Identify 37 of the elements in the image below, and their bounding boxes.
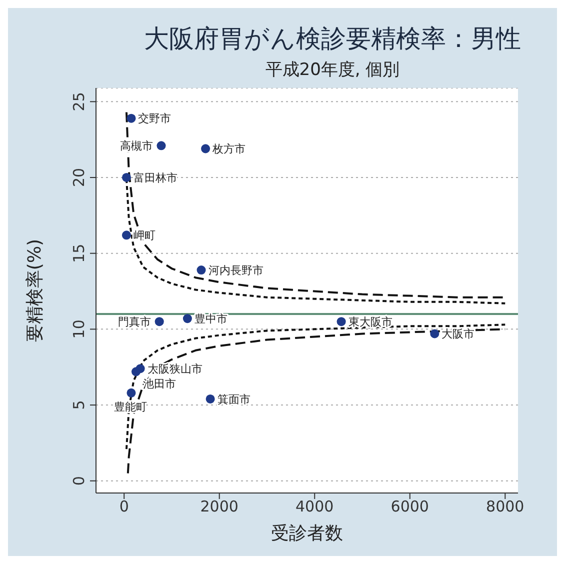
point (122, 230, 131, 240)
point (206, 394, 215, 404)
x-tick-label: 4000 (296, 498, 334, 516)
point (430, 329, 440, 338)
data-label: 東大阪市 (348, 315, 392, 328)
y-tick-label: 20 (70, 168, 88, 188)
point (182, 314, 192, 324)
point (126, 388, 136, 398)
data-label: 交野市 (138, 112, 172, 126)
chart-title: 大阪府胃がん検診要精検率：男性 (143, 23, 522, 55)
x-tick-label: 6000 (390, 498, 429, 516)
point (122, 172, 131, 182)
data-label: 箕面市 (217, 392, 250, 406)
data-label: 枚方市 (212, 142, 246, 156)
point (126, 114, 136, 123)
point (136, 364, 145, 374)
chart-subtitle: 平成20年度, 個別 (264, 59, 401, 81)
data-label: 河内長野市 (208, 264, 264, 277)
y-tick-label: 10 (70, 320, 88, 339)
point (154, 317, 164, 326)
y-tick-label: 0 (70, 476, 88, 486)
data-label: 門真市 (118, 315, 151, 328)
y-tick-label: 25 (70, 92, 88, 112)
data-label: 池田市 (143, 378, 176, 390)
point (336, 317, 346, 326)
data-label: 富田林市 (133, 171, 178, 184)
y-tick-label: 5 (70, 400, 88, 410)
point (201, 144, 210, 154)
x-tick-label: 0 (119, 498, 129, 516)
point (196, 266, 206, 275)
point (156, 141, 166, 150)
x-tick-label: 8000 (486, 498, 524, 516)
data-label: 豊中市 (194, 312, 228, 326)
y-tick-label: 15 (70, 244, 88, 263)
y-axis-title: 要精検率(%) (24, 238, 46, 342)
x-tick-label: 2000 (200, 498, 238, 516)
x-axis-title: 受診者数 (271, 523, 343, 544)
